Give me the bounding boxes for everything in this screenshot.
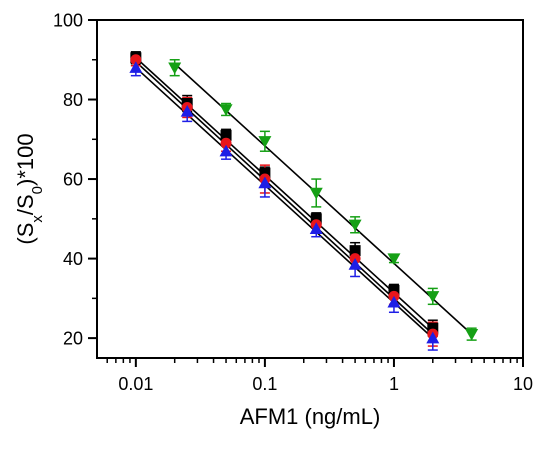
data-point-square — [259, 167, 271, 179]
y-axis-label-prefix: (S — [13, 223, 38, 245]
fit-line-square — [135, 57, 434, 329]
x-tick-label: 0.01 — [118, 374, 153, 394]
data-point-triangle-up — [309, 222, 323, 234]
y-axis-label: (Sx/S0)*100 — [13, 133, 46, 244]
data-point-triangle-down — [309, 187, 323, 200]
x-tick-label: 10 — [513, 374, 533, 394]
data-point-square — [220, 129, 232, 141]
y-tick-label: 80 — [63, 90, 83, 110]
x-tick-label: 1 — [389, 374, 399, 394]
y-axis-label-mid: /S — [13, 194, 38, 215]
data-point-triangle-down — [387, 253, 401, 266]
data-point-square — [388, 284, 400, 296]
y-axis-label-sub-0: 0 — [29, 186, 46, 194]
x-tick-label: 0.1 — [252, 374, 277, 394]
axis-ticks — [88, 19, 524, 367]
data-point-triangle-up — [426, 331, 440, 344]
data-point-triangle-down — [219, 104, 233, 116]
data-point-square — [310, 213, 322, 225]
data-point-triangle-up — [387, 295, 401, 308]
data-point-triangle-up — [129, 61, 143, 73]
y-axis-label-suffix: )*100 — [13, 133, 38, 186]
y-tick-labels: 20 40 60 80 100 — [53, 11, 83, 349]
y-tick-label: 20 — [63, 329, 83, 349]
data-point-triangle-up — [348, 258, 362, 270]
data-point-triangle-up — [258, 176, 272, 189]
data-point-triangle-down — [258, 136, 272, 148]
data-point-triangle-up — [180, 104, 194, 117]
data-point-circle — [220, 137, 232, 149]
y-tick-label: 60 — [63, 170, 83, 190]
data-point-triangle-up — [219, 144, 233, 157]
y-tick-label: 40 — [63, 249, 83, 269]
y-axis-label-sub-x: x — [29, 215, 46, 223]
data-points — [129, 52, 479, 344]
fit-line-triangle-up — [135, 67, 434, 339]
data-point-triangle-down — [426, 291, 440, 303]
data-point-circle — [130, 54, 142, 66]
data-point-square — [349, 245, 361, 257]
plot-frame — [96, 19, 524, 359]
fit-line-triangle-down — [174, 63, 473, 335]
data-point-triangle-down — [168, 62, 182, 75]
data-point-triangle-down — [348, 219, 362, 232]
error-bars — [130, 51, 477, 351]
x-axis-label: AFM1 (ng/mL) — [240, 404, 381, 429]
data-point-square — [427, 322, 439, 334]
data-point-triangle-down — [465, 328, 479, 341]
x-tick-labels: 0.01 0.1 1 10 — [118, 374, 533, 394]
y-tick-label: 100 — [53, 11, 83, 31]
fit-line-circle — [135, 61, 434, 335]
